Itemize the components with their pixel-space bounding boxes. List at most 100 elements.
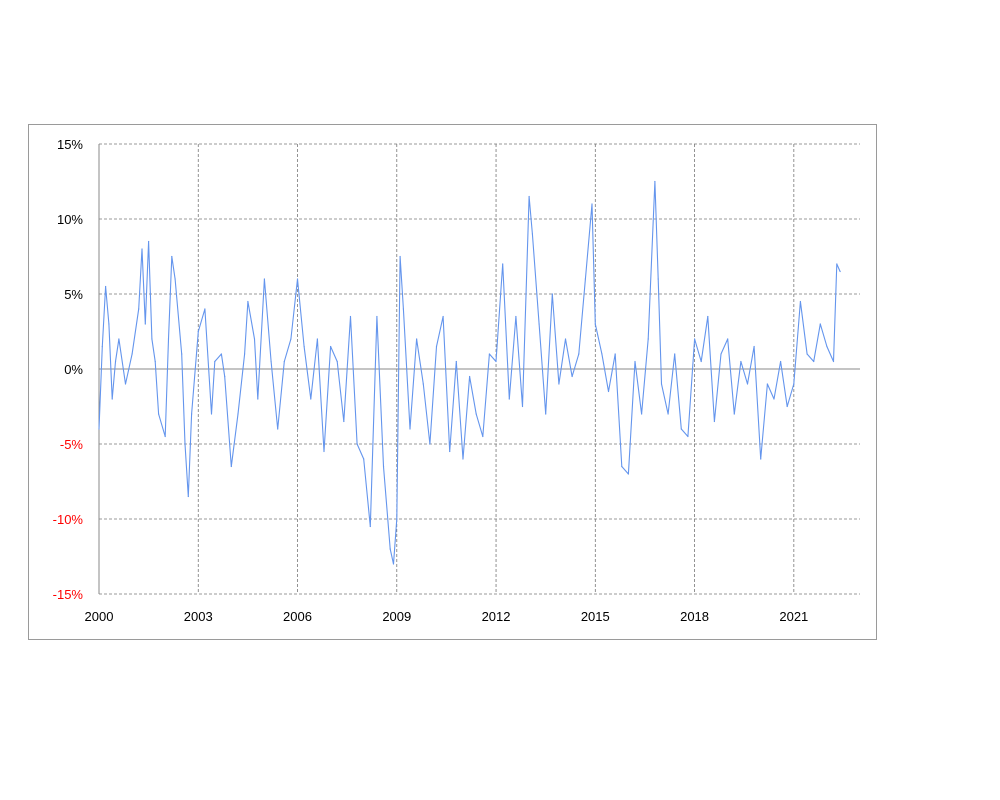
data-point	[591, 203, 593, 205]
data-point	[303, 345, 305, 348]
data-point	[733, 413, 735, 415]
data-point	[108, 323, 110, 325]
line-chart: 15%10%5%0%-5%-10%-15% 2000 2003 2006 2009 20…	[53, 137, 860, 624]
x-tick-label: 2015	[581, 609, 610, 624]
data-point	[779, 360, 782, 363]
data-point	[283, 360, 285, 363]
data-point	[290, 338, 292, 340]
data-point	[468, 375, 471, 378]
data-point	[111, 398, 113, 400]
data-point	[363, 458, 365, 460]
axes	[98, 144, 860, 594]
data-point	[760, 458, 762, 460]
data-point	[171, 255, 173, 258]
data-point	[657, 278, 659, 280]
data-point	[253, 338, 256, 340]
data-point	[578, 353, 580, 355]
data-point	[502, 263, 504, 265]
data-point	[667, 413, 669, 415]
data-point	[521, 405, 524, 408]
y-tick-label: -5%	[60, 437, 84, 452]
data-point	[157, 413, 160, 415]
data-point	[551, 293, 553, 295]
data-point	[191, 413, 193, 415]
data-point	[793, 383, 795, 385]
data-point	[369, 525, 371, 528]
data-point	[237, 413, 239, 415]
data-point	[660, 383, 663, 385]
data-point	[753, 345, 755, 348]
data-point	[402, 308, 404, 310]
series-layer	[98, 180, 841, 565]
data-point	[641, 413, 643, 415]
data-point	[654, 180, 656, 183]
data-point	[382, 465, 385, 468]
y-tick-label: -10%	[53, 512, 84, 527]
data-point	[786, 405, 788, 408]
chart-area: 15% 10% 5% 0% -5% -10% -15% 2000 2003 2006 2009 20…	[28, 124, 877, 640]
data-point	[488, 353, 491, 355]
data-point	[564, 338, 567, 340]
data-point	[98, 428, 100, 430]
data-point	[224, 375, 226, 378]
data-point	[343, 420, 345, 423]
data-point	[220, 353, 223, 355]
data-point	[746, 383, 749, 385]
data-point	[101, 345, 103, 348]
data-point	[773, 398, 775, 400]
data-point	[118, 338, 120, 340]
data-point	[376, 315, 378, 318]
data-point	[141, 248, 143, 250]
data-point	[210, 413, 213, 415]
data-point	[105, 285, 107, 288]
x-tick-label: 2021	[779, 609, 808, 624]
y-tick-label: 15%	[57, 137, 83, 152]
data-point	[819, 323, 821, 325]
data-point	[806, 353, 808, 355]
data-point	[766, 383, 768, 385]
x-tick-label: 2012	[482, 609, 511, 624]
data-point	[839, 270, 841, 273]
data-point	[482, 435, 484, 438]
data-point	[528, 195, 530, 198]
y-tick-label: -15%	[53, 587, 84, 602]
data-point	[174, 278, 176, 280]
data-point	[495, 360, 497, 363]
data-point	[316, 338, 318, 340]
data-point	[647, 338, 649, 340]
x-tick-label: 2018	[680, 609, 709, 624]
data-point	[422, 383, 424, 385]
series-line-0	[98, 180, 841, 565]
data-point	[187, 495, 189, 498]
data-point	[435, 345, 438, 348]
data-point	[181, 353, 183, 355]
data-point	[571, 375, 573, 378]
data-point	[720, 353, 722, 355]
data-point	[601, 353, 603, 355]
y-tick-label: 10%	[57, 212, 83, 227]
data-point	[396, 518, 398, 520]
data-point	[154, 360, 156, 363]
data-point	[621, 465, 623, 468]
data-point	[257, 398, 259, 400]
data-point	[230, 465, 232, 468]
data-point	[144, 323, 146, 325]
data-point	[138, 308, 140, 310]
data-point	[330, 345, 332, 348]
data-point	[204, 308, 206, 310]
data-point	[799, 300, 802, 303]
data-point	[607, 390, 610, 393]
data-point	[531, 233, 534, 235]
data-point	[515, 315, 517, 318]
data-point	[475, 413, 477, 415]
data-point	[243, 353, 246, 355]
data-point	[336, 360, 338, 363]
data-point	[740, 360, 742, 363]
x-axis-ticks: 2000 2003 2006 2009 2012 2015 2018 2021	[85, 609, 809, 624]
data-point	[114, 360, 117, 363]
data-point	[627, 473, 629, 475]
data-point	[184, 443, 186, 445]
data-point	[277, 428, 279, 430]
data-point	[634, 360, 636, 363]
data-point	[392, 563, 395, 565]
